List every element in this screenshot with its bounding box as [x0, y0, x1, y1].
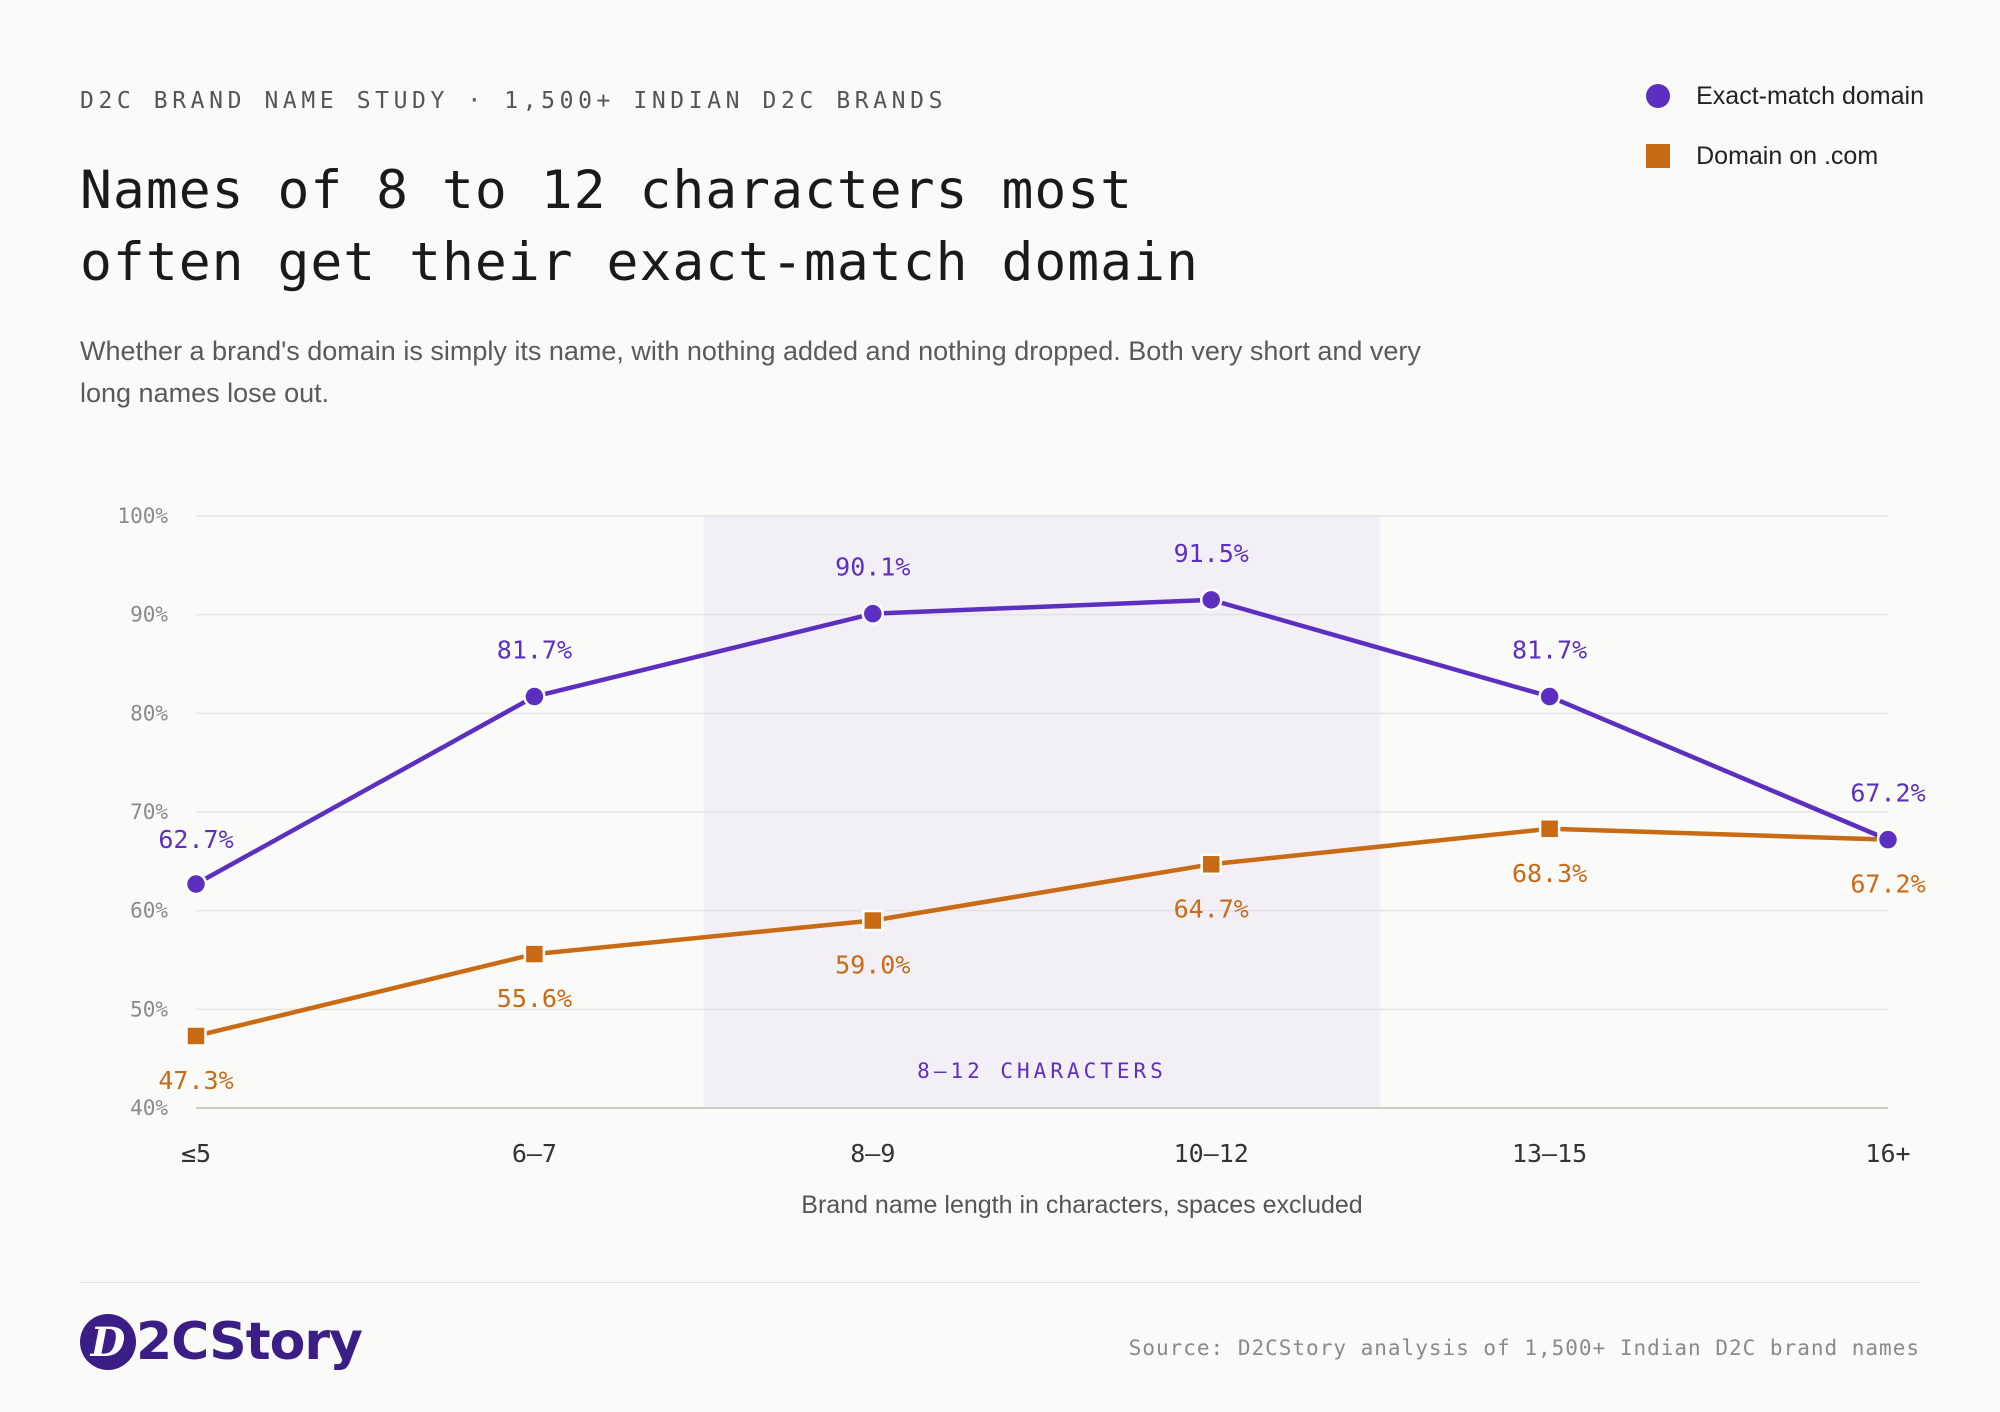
data-point-com — [185, 1025, 207, 1047]
x-tick-label: 6–7 — [512, 1139, 557, 1168]
source-note: Source: D2CStory analysis of 1,500+ Indi… — [1128, 1336, 1920, 1360]
chart-legend: Exact-match domain Domain on .com — [1644, 78, 1924, 198]
data-point-com — [1538, 818, 1561, 840]
x-tick-label: 8–9 — [850, 1139, 895, 1168]
data-label-exact: 90.1% — [835, 553, 910, 582]
x-tick-label: ≤5 — [181, 1139, 211, 1168]
data-label-com: 47.3% — [158, 1066, 233, 1095]
legend-label-exact: Exact-match domain — [1696, 81, 1924, 110]
y-tick-label: 100% — [117, 504, 168, 528]
series-line-exact — [194, 597, 1889, 886]
y-tick-label: 40% — [130, 1096, 168, 1120]
footer-divider — [80, 1282, 1920, 1283]
chart-title: Names of 8 to 12 characters most often g… — [80, 155, 1380, 299]
brand-logo: D 2CStory — [80, 1312, 363, 1372]
chart-kicker: D2C BRAND NAME STUDY · 1,500+ INDIAN D2C… — [80, 88, 948, 114]
data-point-com — [862, 909, 884, 932]
data-label-com: 67.2% — [1850, 870, 1925, 899]
square-marker-icon — [1646, 144, 1671, 168]
data-point-exact — [1538, 685, 1561, 708]
chart-subtitle: Whether a brand's domain is simply its n… — [80, 336, 1421, 408]
x-tick-label: 13–15 — [1512, 1139, 1587, 1168]
title-line-2: often get their exact-match domain — [80, 232, 1199, 293]
highlight-label: 8–12 CHARACTERS — [917, 1059, 1167, 1083]
data-point-exact — [523, 685, 546, 708]
title-line-1: Names of 8 to 12 characters most — [80, 160, 1134, 221]
logo-mark: D — [80, 1314, 136, 1370]
circle-marker-icon — [1646, 84, 1671, 108]
data-label-exact: 91.5% — [1174, 539, 1249, 568]
line-chart: 8–12 CHARACTERS 40% 50% 60% 70% 80% 90% 100% ≤5 6… — [117, 504, 1925, 1219]
data-point-exact — [184, 872, 208, 896]
x-axis-label: Brand name length in characters, spaces … — [801, 1191, 1362, 1219]
y-tick-label: 50% — [130, 997, 168, 1021]
data-point-exact — [861, 602, 885, 625]
data-label-com: 59.0% — [835, 951, 910, 980]
x-tick-label: 16+ — [1865, 1139, 1910, 1168]
legend-item-exact: Exact-match domain — [1644, 78, 1924, 114]
data-label-exact: 62.7% — [158, 825, 233, 854]
series-line-com — [195, 826, 1889, 1039]
y-tick-label: 60% — [130, 899, 168, 923]
data-label-com: 68.3% — [1512, 859, 1587, 888]
legend-item-com: Domain on .com — [1644, 138, 1924, 174]
data-label-exact: 67.2% — [1850, 779, 1925, 808]
y-tick-label: 80% — [130, 701, 168, 725]
y-tick-label: 90% — [130, 603, 168, 627]
logo-text: 2CStory — [136, 1312, 363, 1372]
y-tick-label: 70% — [130, 800, 168, 824]
data-point-exact — [1876, 828, 1900, 851]
data-label-exact: 81.7% — [497, 636, 572, 665]
data-label-exact: 81.7% — [1512, 636, 1587, 665]
data-point-com — [1200, 853, 1222, 876]
data-point-com — [523, 943, 546, 965]
x-tick-label: 10–12 — [1174, 1139, 1249, 1168]
data-label-com: 64.7% — [1174, 894, 1249, 923]
data-label-com: 55.6% — [497, 984, 572, 1013]
legend-label-com: Domain on .com — [1696, 141, 1879, 170]
data-point-exact — [1199, 588, 1223, 612]
